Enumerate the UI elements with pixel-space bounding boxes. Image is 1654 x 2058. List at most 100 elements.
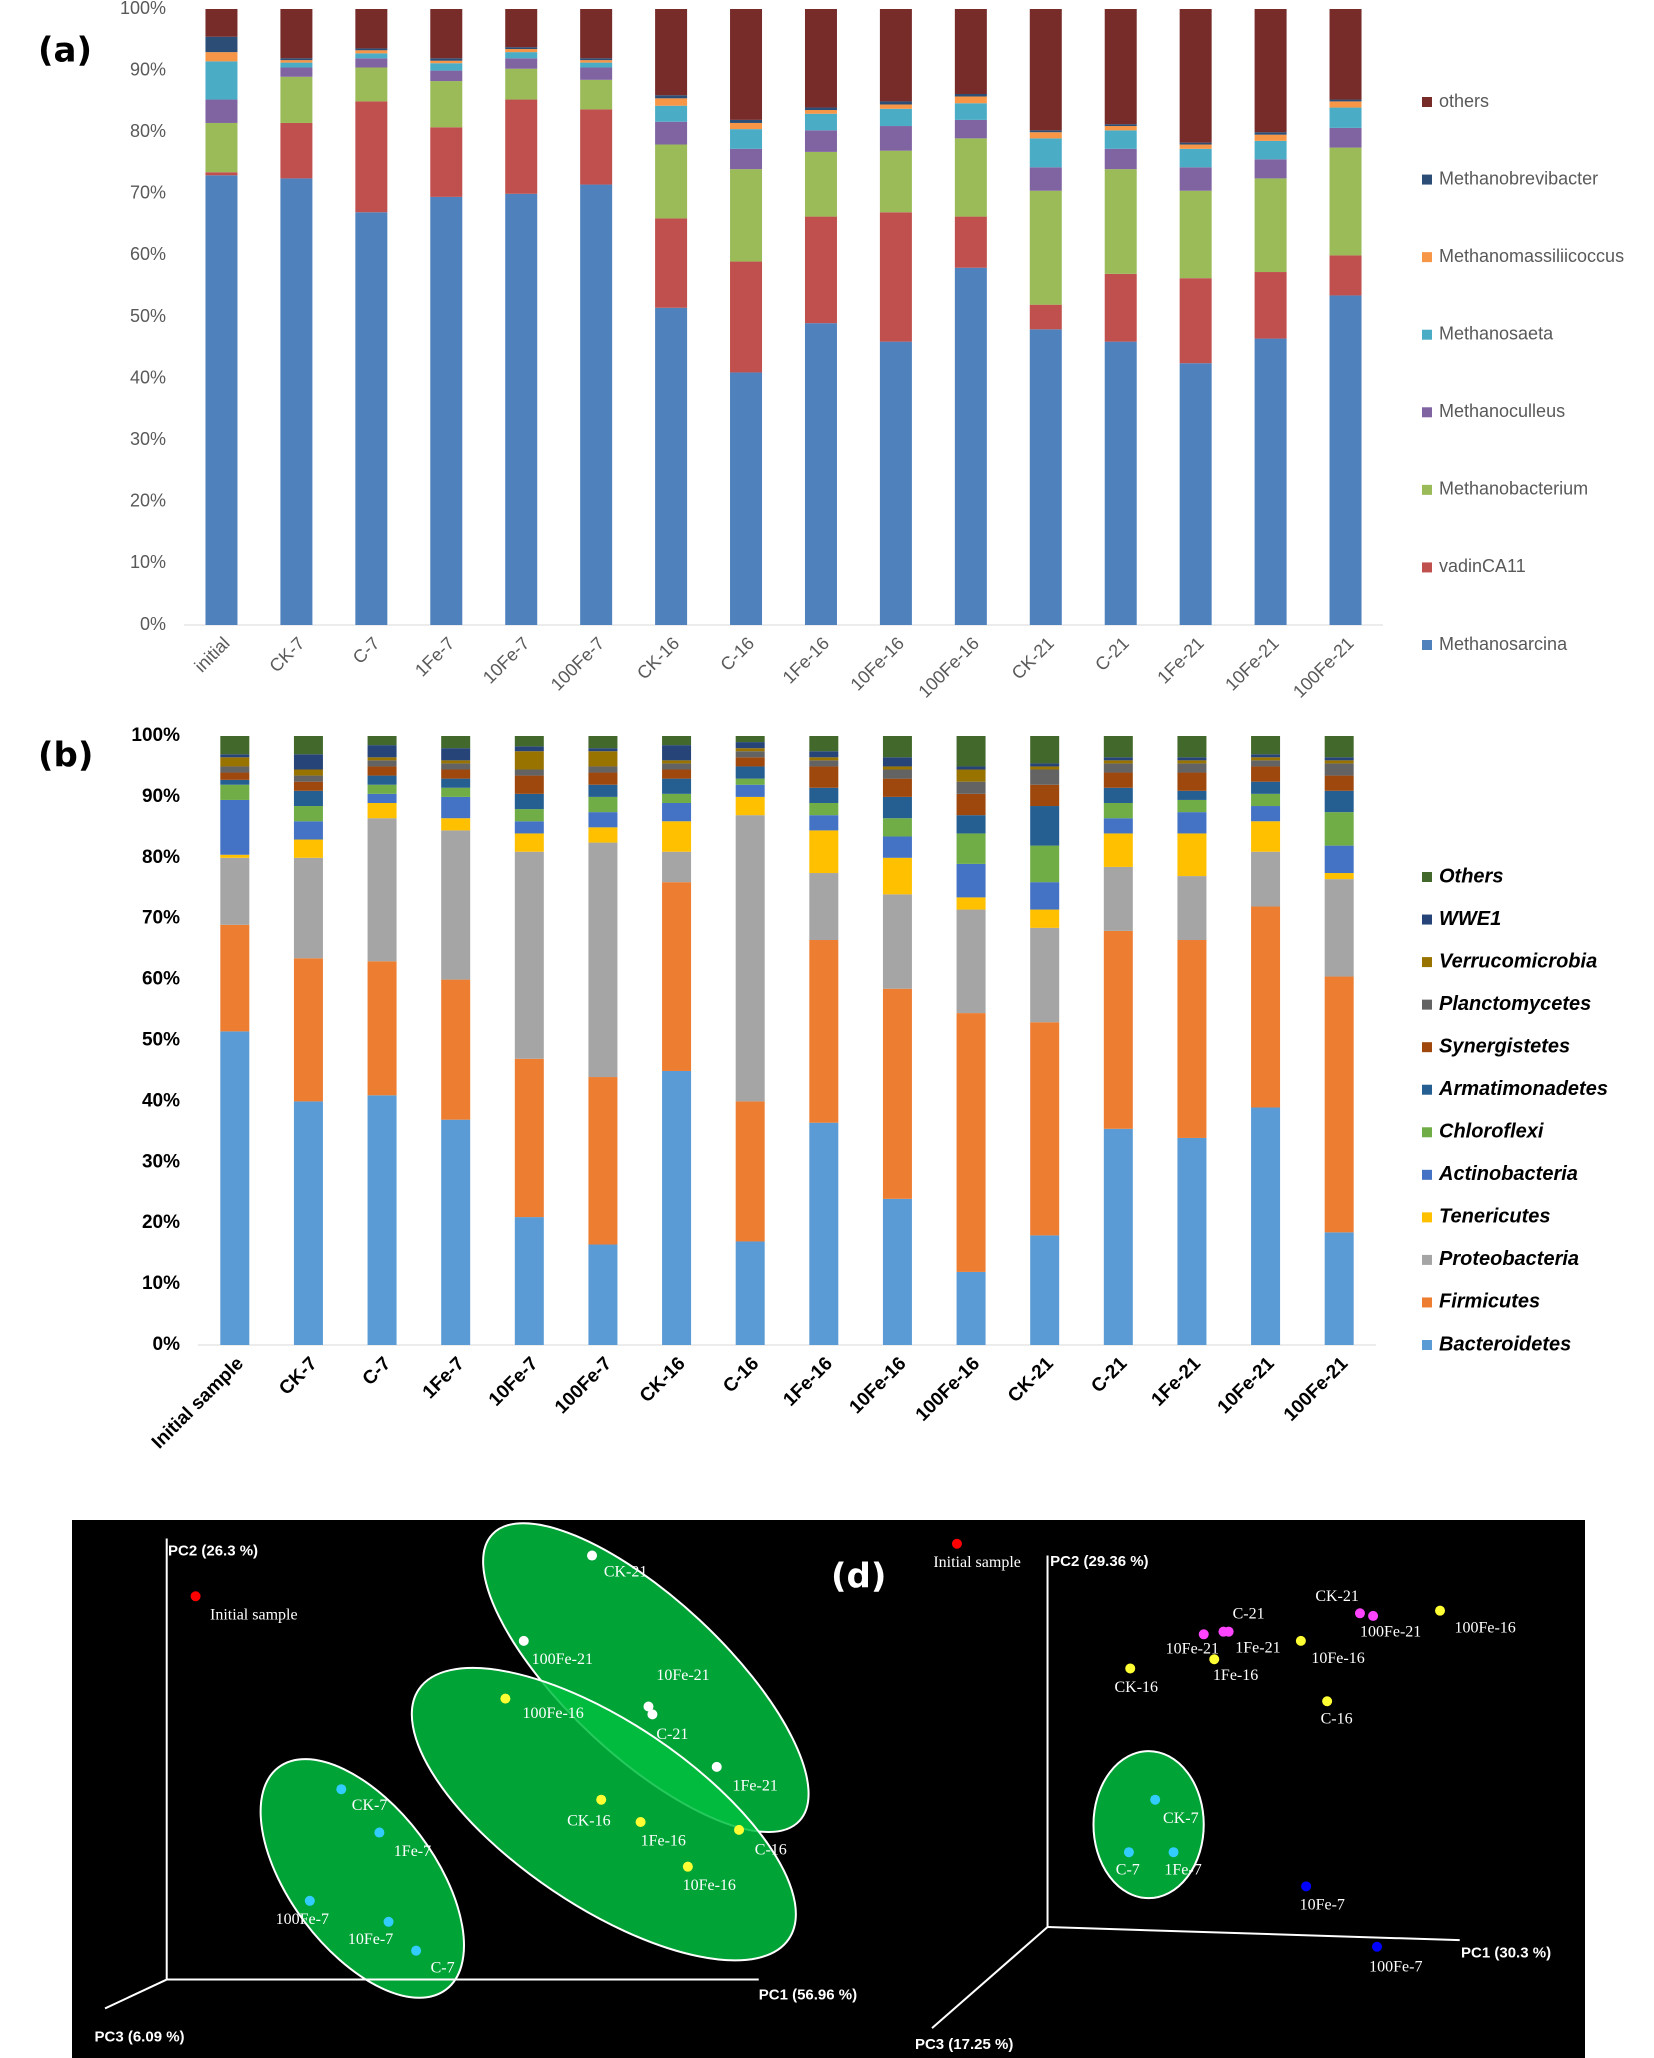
bar-segment [1029, 304, 1062, 330]
y-tick-label: 30% [142, 1151, 180, 1172]
x-tick-label: initial [191, 633, 234, 676]
y-tick-label: 80% [130, 121, 166, 141]
bar-segment [205, 52, 238, 62]
bar-segment [804, 130, 837, 152]
x-tick-label: C-7 [349, 633, 384, 668]
bar-segment [220, 772, 250, 780]
bar-segment [220, 754, 250, 758]
bar-segment [1030, 845, 1060, 883]
bar-segment [220, 757, 250, 767]
x-tick-label: C-16 [719, 1353, 763, 1397]
x-tick-label: CK-16 [636, 1353, 690, 1407]
x-tick-label: 10Fe-16 [847, 633, 909, 695]
bar-segment [735, 748, 765, 752]
bar-segment [441, 760, 471, 764]
bar-segment [430, 127, 463, 197]
x-tick-label: CK-7 [265, 633, 308, 676]
y-tick-label: 70% [130, 183, 166, 203]
pca-point-label: CK-21 [1315, 1588, 1359, 1605]
x-tick-label: C-21 [1087, 1353, 1131, 1397]
bar-segment [430, 196, 463, 625]
bar-segment [280, 76, 313, 123]
bar-segment [809, 760, 839, 767]
bar-segment [809, 751, 839, 758]
pca-point-label: CK-16 [567, 1813, 611, 1830]
bar-segment [514, 775, 544, 794]
pca-point-label: C-21 [1233, 1605, 1265, 1622]
panel-label: (a) [38, 31, 92, 71]
bar-segment [1329, 101, 1362, 108]
bar-segment [730, 261, 763, 373]
bar-segment [1329, 147, 1362, 256]
bar-segment [1030, 736, 1060, 764]
bar-segment [1104, 126, 1137, 131]
bar-segment [1029, 190, 1062, 305]
bar-segment [514, 809, 544, 822]
x-tick-label: 1Fe-21 [1153, 633, 1207, 687]
pca-point-label: 10Fe-21 [1166, 1641, 1219, 1658]
bar-segment [588, 812, 618, 828]
bar-segment [809, 736, 839, 752]
bar-segment [367, 818, 397, 962]
bar-segment [882, 778, 912, 797]
pca-axis [931, 1926, 1049, 2029]
bar-segment [1104, 130, 1137, 149]
bar-segment [1177, 812, 1207, 834]
bar-segment [879, 212, 912, 342]
x-tick-label: 10Fe-21 [1214, 1353, 1279, 1418]
bar-segment [956, 833, 986, 864]
bar-segment [1324, 775, 1354, 791]
pca-point-label: 10Fe-7 [1300, 1897, 1345, 1914]
bar-segment [1179, 190, 1212, 279]
bar-segment [1030, 882, 1060, 910]
bar-segment [1029, 167, 1062, 191]
pca-point-label: 100Fe-16 [1454, 1620, 1515, 1637]
bar-segment [1179, 167, 1212, 191]
bar-segment [1029, 130, 1062, 133]
bar-segment [1251, 793, 1281, 807]
x-tick-label: 1Fe-21 [1148, 1353, 1206, 1411]
bar-segment [580, 109, 613, 185]
bar-segment [735, 778, 765, 785]
panel-label: (b) [38, 736, 93, 776]
bar-segment [954, 103, 987, 120]
bar-segment [220, 779, 250, 785]
bar-segment [804, 216, 837, 324]
bar-segment [514, 833, 544, 852]
bar-segment [430, 9, 463, 59]
bar-segment [1324, 812, 1354, 846]
bar-segment [367, 766, 397, 776]
bar-segment [588, 796, 618, 813]
bar-segment [730, 119, 763, 123]
bar-segment [879, 9, 912, 102]
bar-segment [956, 863, 986, 898]
bar-segment [730, 122, 763, 130]
bar-segment [430, 70, 463, 82]
bar-segment [588, 751, 618, 767]
legend-swatch [1422, 957, 1432, 968]
y-tick-label: 90% [142, 786, 180, 807]
bar-segment [1104, 9, 1137, 125]
legend-label: Methanobrevibacter [1439, 168, 1598, 188]
bar-segment [879, 104, 912, 109]
bar-segment [730, 9, 763, 120]
bar-segment [367, 775, 397, 785]
bar-segment [1104, 273, 1137, 342]
bar-segment [280, 178, 313, 625]
legend-swatch [1422, 1340, 1432, 1350]
bar-segment [1030, 909, 1060, 928]
bar-segment [1103, 833, 1133, 867]
bar-segment [280, 60, 313, 63]
bar-segment [441, 818, 471, 831]
bar-segment [441, 787, 471, 797]
bar-segment [1177, 790, 1207, 800]
bar-segment [1103, 736, 1133, 758]
bar-segment [879, 108, 912, 127]
pca-point [1301, 1881, 1312, 1892]
bar-segment [280, 67, 313, 77]
bar-segment [1103, 930, 1133, 1129]
pca-point [587, 1550, 598, 1561]
bar-segment [1029, 329, 1062, 625]
bar-segment [1030, 763, 1060, 767]
